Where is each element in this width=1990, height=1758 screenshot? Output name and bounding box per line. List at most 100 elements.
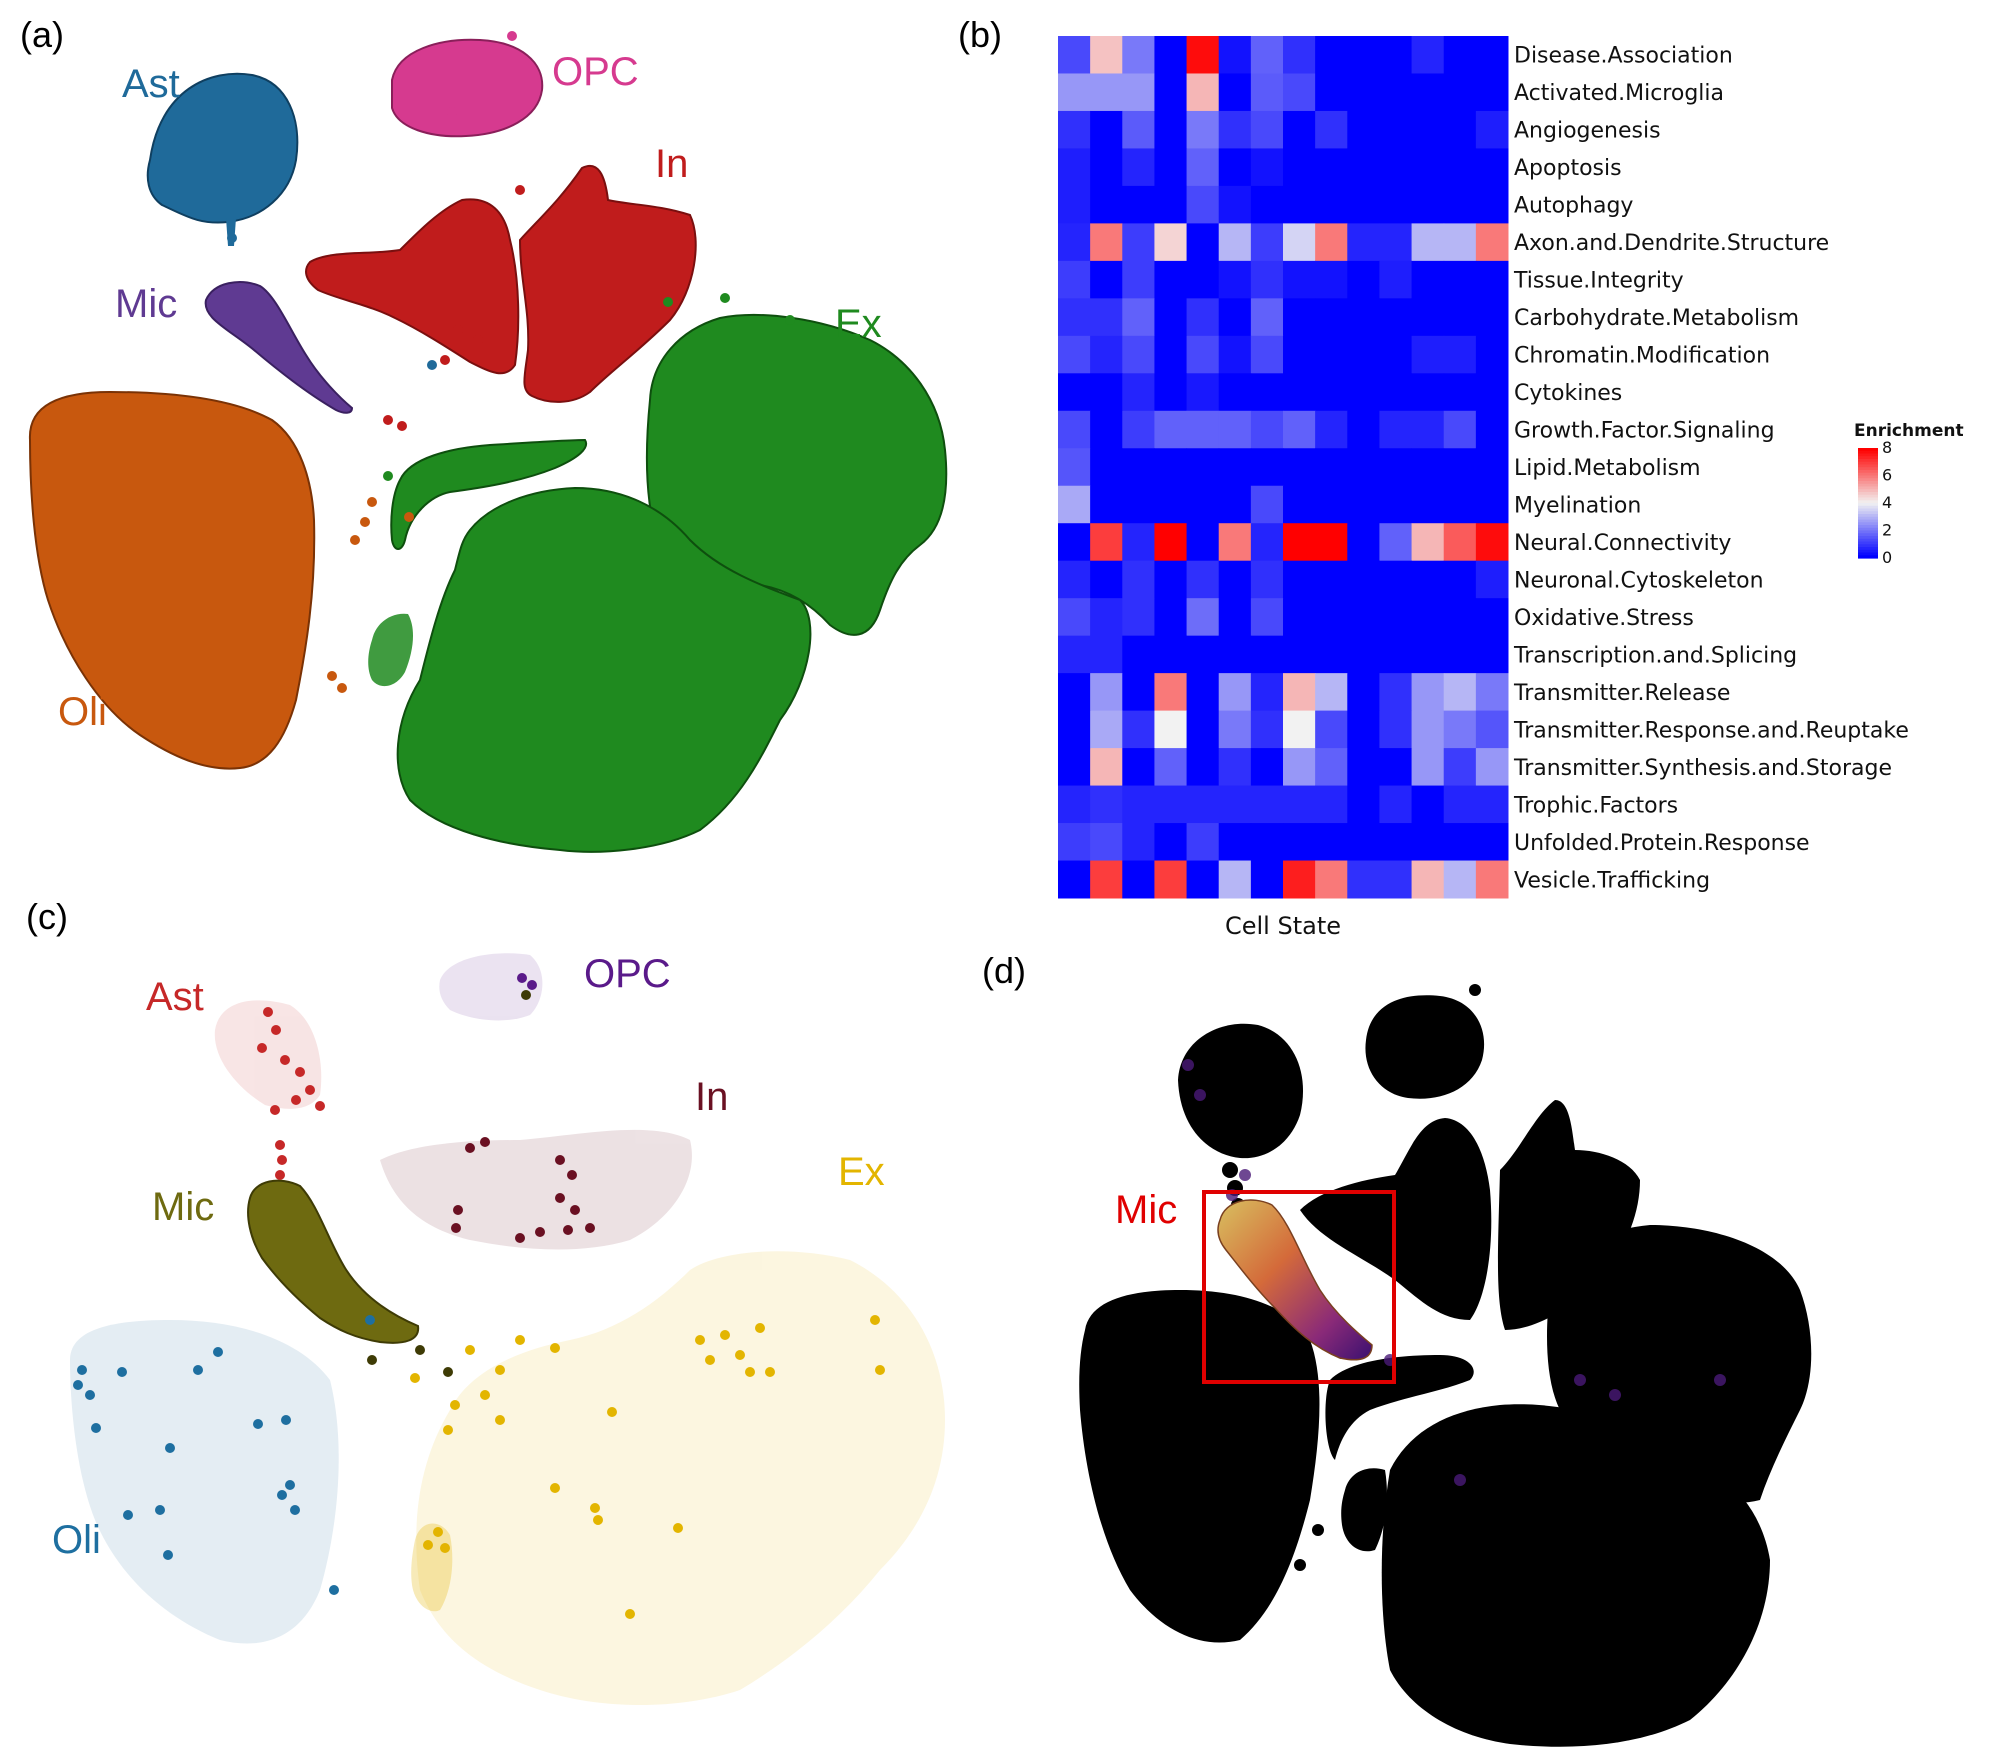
heatmap-cell (1411, 673, 1445, 712)
heatmap-cell (1475, 598, 1509, 637)
heatmap-cell (1250, 373, 1284, 412)
heatmap-cell (1315, 448, 1348, 487)
heatmap-cell (1443, 448, 1477, 487)
heatmap-cell (1411, 298, 1445, 337)
heatmap-cell (1443, 673, 1477, 712)
heatmap-cell (1283, 710, 1316, 749)
d-highlight-box (1202, 1190, 1396, 1384)
heatmap-cell (1122, 485, 1155, 524)
heatmap-cell (1347, 73, 1380, 112)
heatmap-cell (1250, 710, 1284, 749)
a-cluster-mic (204, 281, 354, 414)
heatmap-cell (1347, 560, 1380, 599)
heatmap-cell (1186, 223, 1220, 262)
legend-colorbar-step (1858, 497, 1878, 501)
c-bg-oli (70, 1320, 339, 1644)
heatmap-cell (1379, 448, 1413, 487)
heatmap-cell (1186, 485, 1220, 524)
heatmap-cell (1411, 748, 1445, 787)
heatmap-cell (1218, 148, 1252, 187)
heatmap-cell (1218, 335, 1252, 374)
heatmap-cell (1315, 185, 1348, 224)
heatmap-cell (1058, 36, 1091, 74)
legend-colorbar-step (1858, 456, 1878, 460)
heatmap-cell (1443, 185, 1477, 224)
heatmap-cell (1090, 335, 1123, 374)
heatmap-cell (1250, 110, 1284, 149)
heatmap-cell (1122, 410, 1155, 449)
c-label-oli: Oli (52, 1518, 101, 1562)
heatmap-cell (1090, 710, 1123, 749)
heatmap-cell (1283, 860, 1316, 899)
heatmap-cell (1058, 598, 1091, 637)
heatmap-cell (1283, 598, 1316, 637)
heatmap-cell (1475, 373, 1509, 412)
legend-colorbar-step (1858, 500, 1878, 504)
a-scattered-cells (227, 31, 795, 693)
heatmap-cell (1411, 373, 1445, 412)
heatmap-cell (1315, 560, 1348, 599)
heatmap-cell (1315, 110, 1348, 149)
heatmap-cell (1443, 298, 1477, 337)
heatmap-cell (1475, 673, 1509, 712)
legend-colorbar-step (1858, 522, 1878, 526)
heatmap-cell (1058, 523, 1091, 562)
heatmap-cell (1218, 560, 1252, 599)
heatmap-cell (1186, 560, 1220, 599)
heatmap-cell (1090, 373, 1123, 412)
heatmap-cell (1347, 673, 1380, 712)
heatmap-cell (1475, 523, 1509, 562)
heatmap-cell (1347, 448, 1380, 487)
heatmap-cell (1186, 785, 1220, 824)
heatmap-cell (1058, 335, 1091, 374)
heatmap-cell (1122, 73, 1155, 112)
heatmap-cell (1411, 110, 1445, 149)
heatmap-cell (1475, 785, 1509, 824)
heatmap-cell (1186, 860, 1220, 899)
heatmap-cell (1250, 36, 1284, 74)
heatmap-cell (1154, 36, 1188, 74)
d-black-ast (1178, 1023, 1304, 1159)
heatmap-cell (1218, 635, 1252, 674)
heatmap-cell (1058, 260, 1091, 299)
heatmap-cell (1186, 823, 1220, 862)
heatmap-cell (1347, 148, 1380, 187)
heatmap-cell (1218, 673, 1252, 712)
heatmap-cell (1283, 260, 1316, 299)
heatmap-cell (1347, 335, 1380, 374)
heatmap-cell (1090, 560, 1123, 599)
heatmap-cell (1475, 185, 1509, 224)
heatmap-cell (1443, 36, 1477, 74)
heatmap-cell (1283, 448, 1316, 487)
heatmap-row-label: Lipid.Metabolism (1514, 456, 1701, 481)
heatmap-cell (1122, 598, 1155, 637)
heatmap-cell (1154, 260, 1188, 299)
heatmap-cell (1475, 410, 1509, 449)
legend-colorbar-step (1858, 494, 1878, 499)
panel-b-tag: (b) (958, 14, 1002, 55)
heatmap-cell (1218, 223, 1252, 262)
c-label-opc: OPC (584, 952, 671, 996)
heatmap-cell (1250, 73, 1284, 112)
heatmap-cell (1315, 410, 1348, 449)
heatmap-cell (1218, 523, 1252, 562)
heatmap-cell (1250, 635, 1284, 674)
a-cluster-ast-tail (226, 218, 236, 246)
heatmap-cell (1154, 335, 1188, 374)
legend-tick-label: 2 (1882, 521, 1892, 540)
heatmap-cell (1475, 485, 1509, 524)
heatmap-cell (1315, 148, 1348, 187)
heatmap-row-label: Myelination (1514, 493, 1641, 518)
heatmap-cell (1411, 185, 1445, 224)
heatmap-row-label: Angiogenesis (1514, 119, 1661, 144)
heatmap-row-label: Transmitter.Response.and.Reuptake (1513, 718, 1909, 743)
heatmap-cell (1218, 785, 1252, 824)
heatmap-cell (1090, 223, 1123, 262)
heatmap-cell (1315, 823, 1348, 862)
heatmap-cell (1250, 523, 1284, 562)
heatmap-cell (1443, 110, 1477, 149)
heatmap-cell (1443, 223, 1477, 262)
legend-colorbar-step (1858, 544, 1878, 548)
